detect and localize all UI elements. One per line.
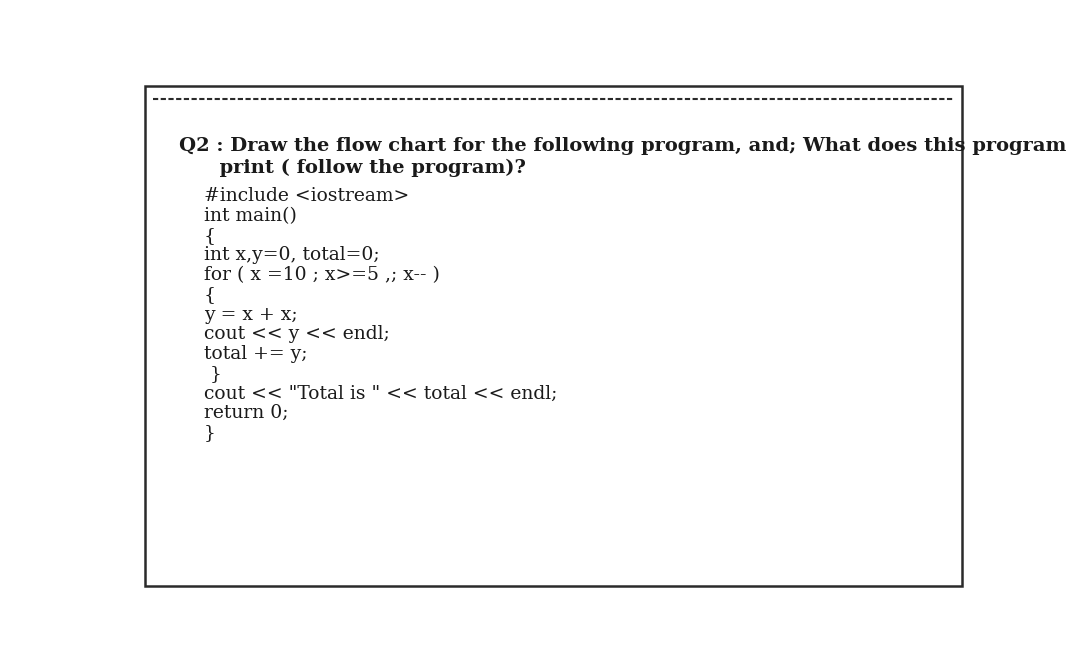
- FancyBboxPatch shape: [145, 86, 962, 586]
- Text: #include <iostream>: #include <iostream>: [204, 188, 409, 205]
- Text: Q2 : Draw the flow chart for the following program, and; What does this program: Q2 : Draw the flow chart for the followi…: [178, 137, 1066, 155]
- Text: y = x + x;: y = x + x;: [204, 306, 297, 324]
- Text: int main(): int main(): [204, 207, 297, 225]
- Text: {: {: [204, 286, 216, 304]
- Text: cout << "Total is " << total << endl;: cout << "Total is " << total << endl;: [204, 384, 557, 402]
- Text: cout << y << endl;: cout << y << endl;: [204, 325, 390, 343]
- Text: print ( follow the program)?: print ( follow the program)?: [178, 159, 525, 178]
- Text: {: {: [204, 227, 216, 245]
- Text: total += y;: total += y;: [204, 345, 307, 363]
- Text: }: }: [204, 365, 221, 383]
- Text: int x,y=0, total=0;: int x,y=0, total=0;: [204, 247, 379, 265]
- Text: for ( x =10 ; x>=5 ,; x-- ): for ( x =10 ; x>=5 ,; x-- ): [204, 266, 440, 284]
- Text: }: }: [204, 424, 216, 442]
- Text: return 0;: return 0;: [204, 404, 288, 422]
